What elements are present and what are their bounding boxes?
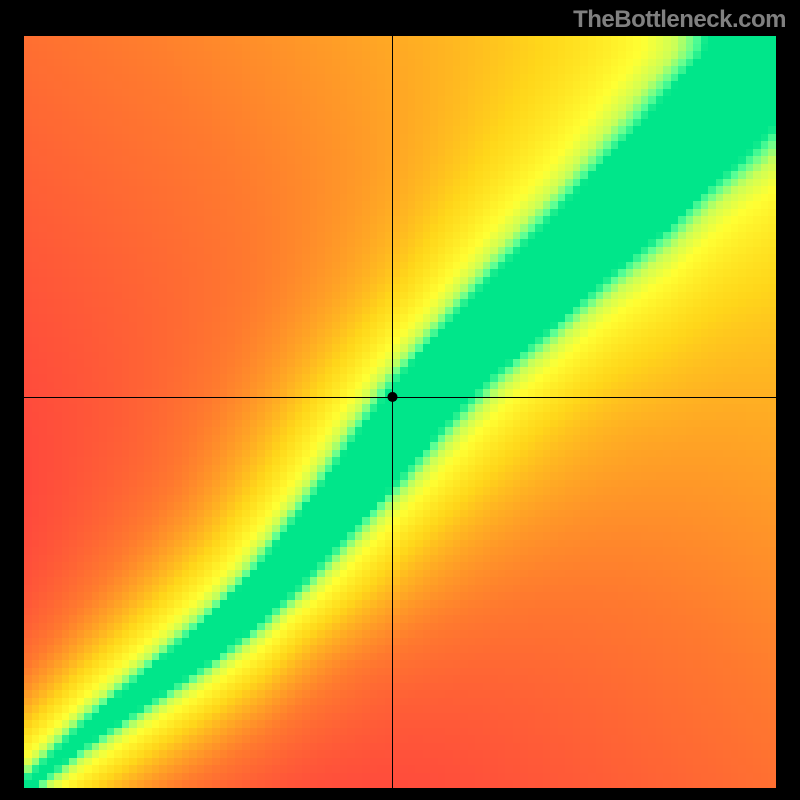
watermark-text: TheBottleneck.com <box>573 6 786 34</box>
bottleneck-heatmap <box>0 0 800 800</box>
chart-container: TheBottleneck.com <box>0 0 800 800</box>
